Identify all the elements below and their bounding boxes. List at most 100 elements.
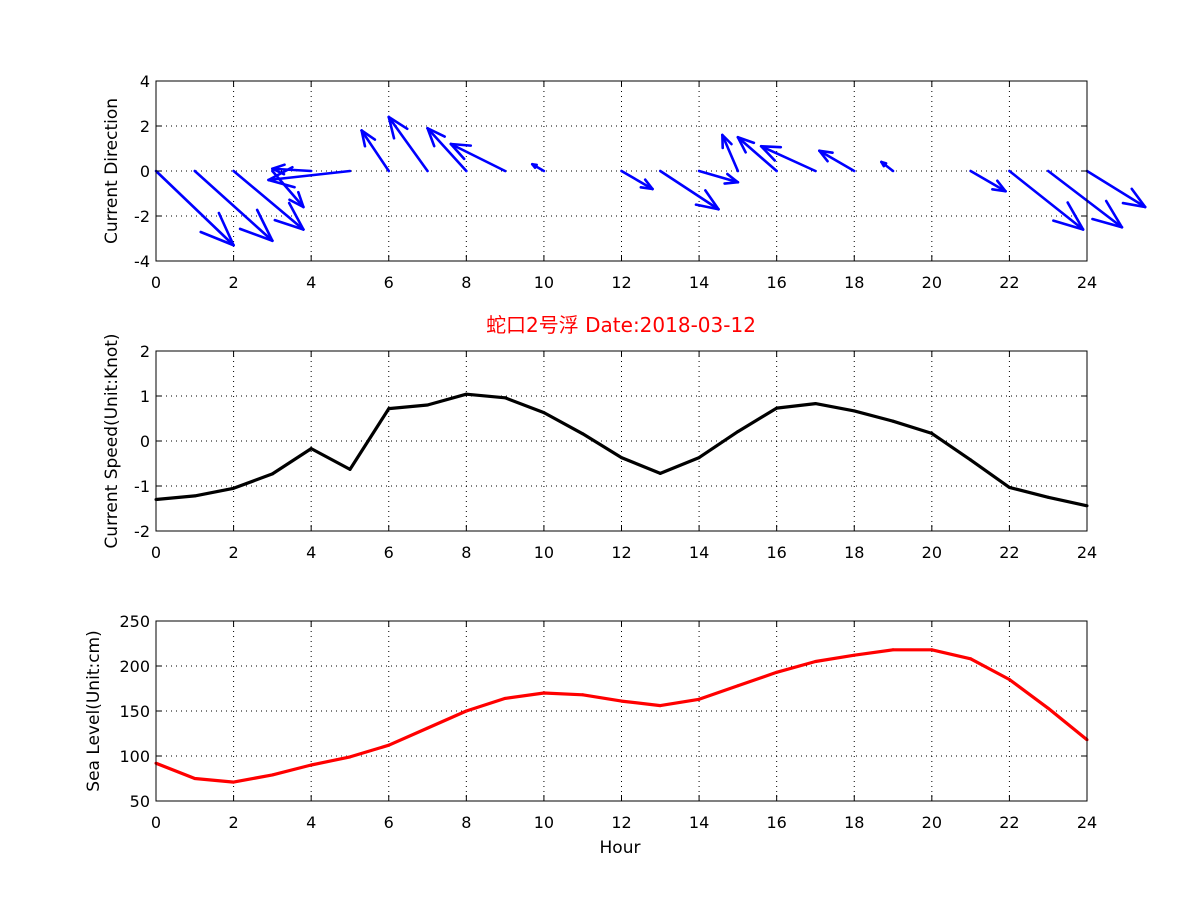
x-tick-label: 6 bbox=[384, 813, 394, 832]
data-point bbox=[581, 432, 585, 436]
data-point bbox=[891, 648, 895, 652]
data-point bbox=[852, 409, 856, 413]
quiver-arrow bbox=[426, 126, 468, 173]
quiver-arrow bbox=[818, 149, 856, 173]
quiver-arrow bbox=[449, 142, 507, 173]
x-tick-label: 12 bbox=[611, 273, 631, 292]
data-point bbox=[1046, 706, 1050, 710]
data-point bbox=[542, 691, 546, 695]
data-point bbox=[969, 657, 973, 661]
quiver-arrow bbox=[387, 115, 429, 173]
data-point bbox=[348, 755, 352, 759]
x-tick-label: 10 bbox=[534, 813, 554, 832]
y-tick-label: 50 bbox=[130, 792, 150, 811]
data-point bbox=[813, 660, 817, 663]
data-point bbox=[581, 693, 585, 697]
y-tick-label: -2 bbox=[134, 207, 150, 226]
chart-title: 蛇口2号浮 Date:2018-03-12 bbox=[486, 313, 756, 337]
data-point bbox=[348, 467, 352, 471]
data-point bbox=[232, 486, 236, 490]
quiver-arrow bbox=[193, 169, 274, 243]
quiver-arrow bbox=[267, 165, 352, 189]
x-tick-label: 22 bbox=[999, 273, 1019, 292]
x-tick-label: 24 bbox=[1077, 273, 1097, 292]
data-point bbox=[620, 456, 623, 460]
x-tick-label: 4 bbox=[306, 273, 316, 292]
quiver-arrow bbox=[880, 160, 895, 173]
data-point bbox=[193, 777, 197, 780]
x-tick-label: 12 bbox=[611, 813, 631, 832]
data-point bbox=[891, 419, 895, 423]
y-tick-label: 0 bbox=[140, 432, 150, 451]
x-tick-label: 0 bbox=[151, 813, 161, 832]
quiver-arrow bbox=[697, 169, 740, 185]
data-point bbox=[309, 447, 313, 451]
x-tick-label: 20 bbox=[922, 813, 942, 832]
x-tick-label: 4 bbox=[306, 813, 316, 832]
data-point bbox=[697, 697, 701, 701]
x-tick-label: 18 bbox=[844, 273, 864, 292]
quiver-arrow bbox=[658, 169, 720, 211]
data-point bbox=[232, 780, 236, 784]
data-point bbox=[620, 699, 623, 703]
x-tick-label: 10 bbox=[534, 273, 554, 292]
data-point bbox=[1007, 678, 1011, 681]
data-point bbox=[503, 396, 507, 400]
quiver-arrow bbox=[360, 129, 391, 173]
x-tick-label: 14 bbox=[689, 543, 709, 562]
current-direction-ylabel: Current Direction bbox=[102, 98, 122, 244]
y-tick-label: -2 bbox=[134, 522, 150, 541]
x-tick-label: 12 bbox=[611, 543, 631, 562]
data-point bbox=[658, 704, 662, 708]
data-point bbox=[697, 456, 701, 460]
y-tick-label: 2 bbox=[140, 117, 150, 136]
y-tick-label: 2 bbox=[140, 342, 150, 361]
data-point bbox=[503, 696, 507, 700]
x-tick-label: 16 bbox=[766, 273, 786, 292]
data-point bbox=[387, 743, 391, 747]
quiver-arrow bbox=[271, 169, 305, 209]
sea-level-series bbox=[154, 648, 1089, 784]
x-tick-label: 24 bbox=[1077, 543, 1097, 562]
data-point bbox=[736, 430, 740, 434]
y-tick-label: 4 bbox=[140, 72, 150, 91]
x-tick-label: 24 bbox=[1077, 813, 1097, 832]
data-point bbox=[193, 494, 197, 498]
x-tick-label: 16 bbox=[766, 813, 786, 832]
current-speed-series bbox=[154, 392, 1089, 508]
y-tick-label: 150 bbox=[119, 702, 150, 721]
current-speed-ylabel: Current Speed(Unit:Knot) bbox=[102, 333, 122, 548]
quiver-arrow bbox=[620, 169, 654, 191]
x-tick-label: 14 bbox=[689, 813, 709, 832]
y-tick-label: 200 bbox=[119, 657, 150, 676]
data-point bbox=[736, 684, 740, 688]
x-tick-label: 20 bbox=[922, 543, 942, 562]
y-tick-label: 1 bbox=[140, 387, 150, 406]
quiver-arrow bbox=[1085, 169, 1147, 209]
current-speed-grid bbox=[156, 351, 1087, 531]
data-point bbox=[426, 726, 430, 730]
quiver-arrow bbox=[530, 162, 546, 173]
data-point bbox=[775, 670, 779, 674]
data-point bbox=[930, 648, 934, 652]
data-point bbox=[658, 471, 662, 475]
x-tick-label: 14 bbox=[689, 273, 709, 292]
quiver-arrow bbox=[154, 169, 235, 247]
data-point bbox=[387, 407, 391, 411]
y-tick-label: 100 bbox=[119, 747, 150, 766]
y-tick-label: -4 bbox=[134, 252, 150, 271]
x-tick-label: 10 bbox=[534, 543, 554, 562]
x-tick-label: 8 bbox=[461, 813, 471, 832]
quiver-arrow bbox=[759, 144, 817, 173]
x-tick-label: 6 bbox=[384, 543, 394, 562]
data-point bbox=[1046, 495, 1050, 499]
data-point bbox=[464, 392, 468, 396]
data-point bbox=[813, 402, 817, 406]
data-point bbox=[852, 653, 856, 657]
y-tick-label: 0 bbox=[140, 162, 150, 181]
